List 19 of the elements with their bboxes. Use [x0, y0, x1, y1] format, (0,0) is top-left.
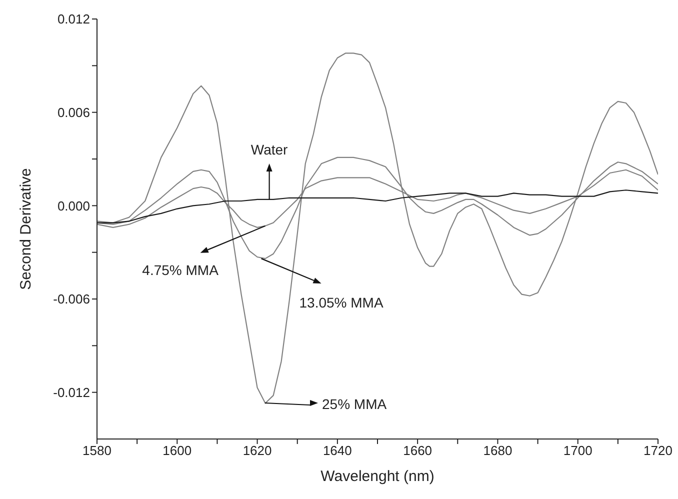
x-tick-label: 1600 — [162, 443, 192, 458]
y-tick-label: -0.006 — [53, 292, 90, 307]
annotation: 4.75% MMA — [142, 262, 220, 278]
x-tick-label: 1640 — [322, 443, 352, 458]
annotation: 25% MMA — [322, 396, 388, 412]
y-tick-label: 0.006 — [57, 104, 90, 120]
annotation: 13.05% MMA — [299, 294, 384, 311]
x-tick-label: 1680 — [483, 443, 512, 458]
y-tick-label: 0.000 — [57, 198, 90, 214]
y-tick-label: 0.012 — [57, 12, 90, 27]
x-tick-label: 1720 — [644, 443, 672, 458]
x-tick-label: 1700 — [563, 443, 592, 458]
y-axis-title: Second Derivative — [18, 168, 34, 290]
x-tick-label: 1620 — [242, 443, 272, 458]
x-tick-label: 1580 — [82, 443, 112, 458]
x-tick-label: 1660 — [403, 443, 432, 458]
x-axis-title: Wavelenght (nm) — [320, 468, 434, 485]
y-tick-label: -0.012 — [53, 384, 90, 400]
annotation: Water — [250, 141, 288, 158]
